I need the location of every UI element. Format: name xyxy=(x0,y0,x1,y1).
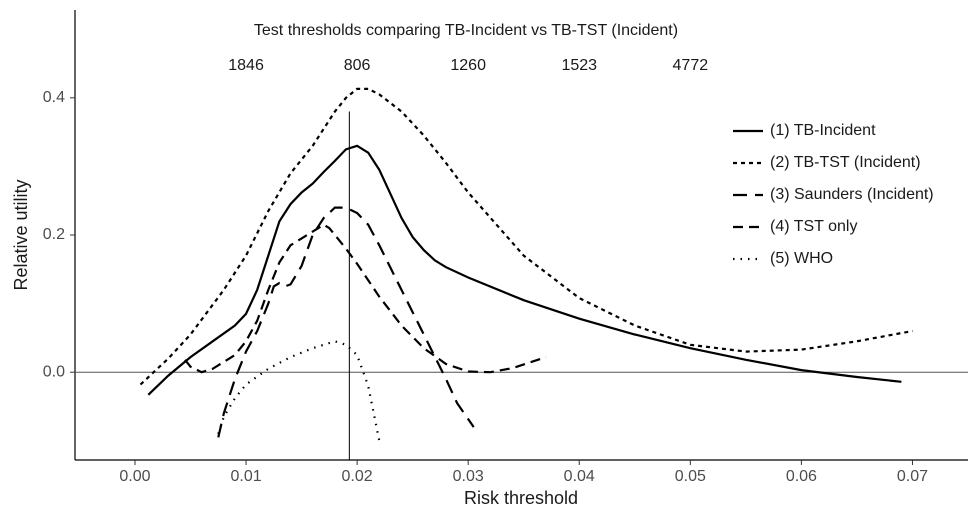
x-tick-label: 0.00 xyxy=(119,468,150,485)
x-tick-label: 0.06 xyxy=(786,468,817,485)
legend-label: (5) WHO xyxy=(770,250,833,267)
threshold-label: 1260 xyxy=(450,57,486,74)
threshold-label: 1523 xyxy=(561,57,597,74)
series-line xyxy=(184,223,547,374)
threshold-label: 806 xyxy=(344,57,371,74)
series-line xyxy=(147,144,902,396)
legend-label: (3) Saunders (Incident) xyxy=(770,186,934,203)
annotation: Test thresholds comparing TB-Incident vs… xyxy=(254,22,678,39)
series-line xyxy=(217,206,475,438)
x-tick-label: 0.05 xyxy=(675,468,706,485)
x-tick-label: 0.07 xyxy=(897,468,928,485)
series-line xyxy=(217,340,381,442)
y-axis-label: Relative utility xyxy=(11,179,31,290)
x-tick-label: 0.01 xyxy=(230,468,261,485)
threshold-label: 1846 xyxy=(228,57,264,74)
x-tick-label: 0.03 xyxy=(453,468,484,485)
y-tick-label: 0.4 xyxy=(43,89,65,106)
x-tick-label: 0.04 xyxy=(564,468,595,485)
series-line xyxy=(139,87,913,386)
x-tick-label: 0.02 xyxy=(342,468,373,485)
threshold-label: 4772 xyxy=(673,57,709,74)
legend-label: (2) TB-TST (Incident) xyxy=(770,154,921,171)
legend-label: (4) TST only xyxy=(770,218,857,235)
y-tick-label: 0.0 xyxy=(43,363,65,380)
x-axis-label: Risk threshold xyxy=(464,488,578,508)
y-tick-label: 0.2 xyxy=(43,226,65,243)
legend-label: (1) TB-Incident xyxy=(770,122,876,139)
